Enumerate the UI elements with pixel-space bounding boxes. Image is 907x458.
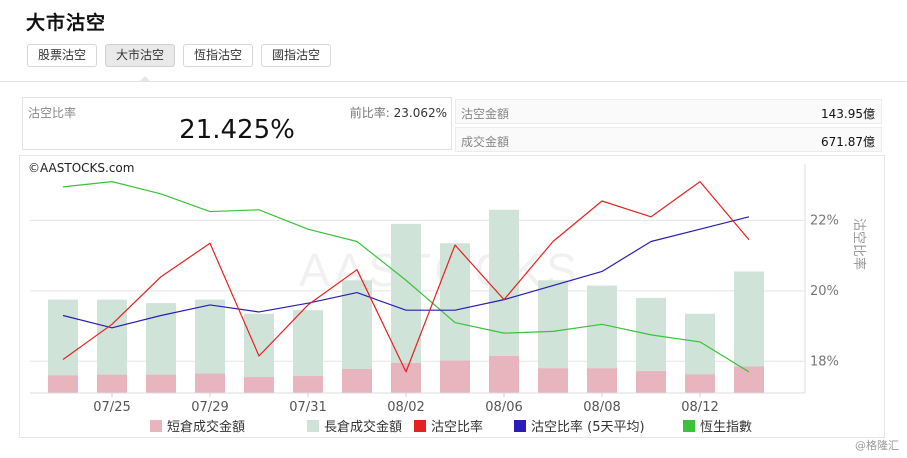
tab-hscei-short[interactable]: 國指沽空 (261, 44, 332, 67)
header-divider (0, 81, 907, 82)
previous-ratio: 前比率: 23.062% (350, 104, 447, 121)
short-turnover-bar (440, 360, 470, 393)
legend-label: 恆生指數 (700, 420, 752, 435)
previous-ratio-value: 23.062% (393, 106, 447, 120)
x-tick-label: 07/31 (289, 400, 326, 415)
short-turnover-bar (685, 374, 715, 393)
legend-swatch (414, 420, 426, 432)
legend-swatch (514, 420, 526, 432)
chart-watermark: ©AASTOCKS.com (28, 161, 134, 175)
short-turnover-bar (244, 377, 274, 393)
y-tick-label: 22% (810, 213, 839, 228)
legend-label: 沽空比率 (431, 419, 483, 435)
short-selling-chart: AASTOCKS 18%20%22%07/2507/2907/3108/0208… (19, 155, 885, 438)
x-tick-label: 07/25 (93, 400, 130, 415)
page-title: 大市沽空 (26, 12, 107, 34)
x-tick-label: 08/12 (681, 400, 718, 415)
tab-hsi-short[interactable]: 恆指沽空 (183, 44, 254, 67)
short-turnover-bar (734, 366, 764, 393)
lines (62, 181, 750, 373)
series-line-2 (62, 181, 750, 373)
short-turnover-bar (391, 363, 421, 393)
previous-ratio-label: 前比率: (349, 106, 390, 120)
y-tick-label: 20% (810, 284, 839, 299)
short-turnover-bar (97, 374, 127, 393)
short-amount-value: 143.95億 (821, 107, 875, 121)
legend-label: 長倉成交金額 (324, 419, 402, 435)
short-turnover-bar (587, 368, 617, 393)
active-tab-pointer (140, 76, 150, 81)
x-tick-label: 07/29 (191, 400, 228, 415)
chart-svg: AASTOCKS 18%20%22%07/2507/2907/3108/0208… (28, 161, 867, 435)
turnover-row: 成交金額 671.87億 (455, 127, 882, 152)
short-turnover-bar (636, 371, 666, 393)
tab-market-short[interactable]: 大市沽空 (105, 44, 176, 67)
x-tick-label: 08/08 (583, 400, 620, 415)
short-turnover-bar (195, 373, 225, 393)
short-ratio-value: 21.425% (179, 115, 295, 145)
short-ratio-label: 沽空比率 (28, 106, 77, 120)
axes: 18% 20% 22% 07/25 07/29 07/31 08/02 08/06 08/08 0… (30, 164, 839, 415)
legend-swatch (150, 420, 162, 432)
legend: 短倉成交金額 長倉成交金額 沽空比率 沽空比率 (5天平均) 恆生指數 (150, 419, 752, 435)
x-tick-label: 08/06 (485, 400, 522, 415)
tab-bar: 股票沽空 大市沽空 恆指沽空 國指沽空 (27, 44, 332, 67)
short-amount-row: 沽空金額 143.95億 (455, 99, 882, 124)
x-tick-label: 08/02 (387, 400, 424, 415)
series-line-3 (62, 216, 750, 329)
tab-stock-short[interactable]: 股票沽空 (27, 44, 98, 67)
legend-swatch (683, 420, 695, 432)
short-turnover-bar (293, 376, 323, 393)
legend-label: 沽空比率 (5天平均) (531, 419, 645, 435)
short-turnover-bar (342, 369, 372, 393)
short-turnover-bar (146, 374, 176, 393)
bars (48, 209, 764, 393)
source-credit: @格隆汇 (855, 439, 899, 452)
y-tick-label: 18% (810, 354, 839, 369)
legend-label: 短倉成交金額 (167, 419, 245, 435)
turnover-label: 成交金額 (461, 135, 510, 149)
legend-swatch (307, 420, 319, 432)
series-line-4 (62, 181, 750, 373)
turnover-value: 671.87億 (821, 135, 875, 149)
right-axis-label: 沽空比率 (851, 218, 867, 270)
short-ratio-panel: 沽空比率 21.425% 前比率: 23.062% (22, 97, 452, 150)
short-turnover-bar (489, 356, 519, 393)
short-amount-label: 沽空金額 (461, 107, 510, 121)
short-turnover-bar (48, 375, 78, 393)
short-turnover-bar (538, 368, 568, 393)
